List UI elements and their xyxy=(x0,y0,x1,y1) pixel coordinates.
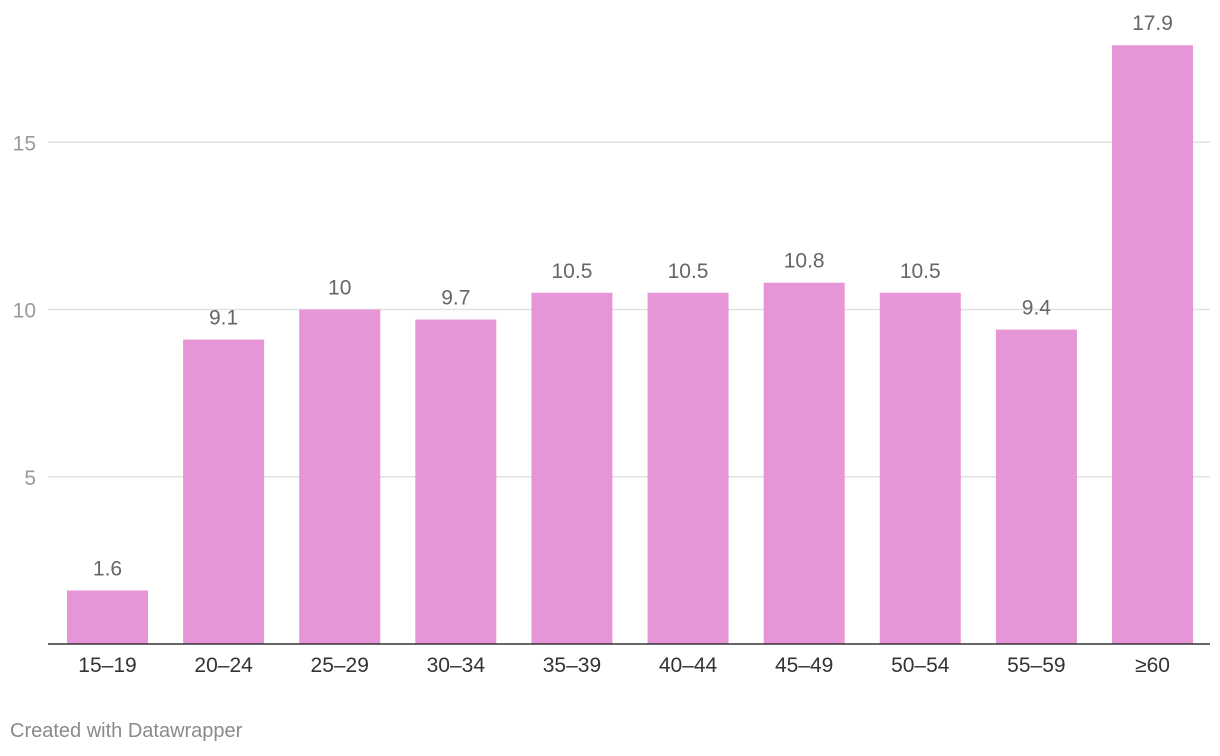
x-tick-label: 55–59 xyxy=(1007,654,1065,677)
x-tick-label: 20–24 xyxy=(194,654,253,677)
value-label: 10.8 xyxy=(784,250,825,273)
x-tick-label: 40–44 xyxy=(659,654,718,677)
value-label: 10.5 xyxy=(552,260,593,283)
bar xyxy=(183,339,265,644)
x-tick-label: ≥60 xyxy=(1135,654,1170,677)
bar xyxy=(415,319,497,644)
value-label: 9.4 xyxy=(1022,297,1052,320)
bar xyxy=(763,282,845,644)
bar xyxy=(995,329,1077,644)
value-label: 1.6 xyxy=(93,557,122,580)
x-tick-label: 30–34 xyxy=(427,654,486,677)
value-label: 10.5 xyxy=(668,260,709,283)
value-label: 10 xyxy=(328,277,351,300)
datawrapper-credit: Created with Datawrapper xyxy=(10,720,243,742)
bar xyxy=(879,292,961,644)
y-axis-ticks: 5 10 15 xyxy=(13,132,36,490)
x-tick-label: 45–49 xyxy=(775,654,833,677)
x-tick-label: 15–19 xyxy=(78,654,136,677)
x-tick-label: 25–29 xyxy=(311,654,369,677)
bar xyxy=(647,292,729,644)
bar xyxy=(299,309,381,644)
x-axis-ticks: 15–19 20–24 25–29 30–34 35–39 40–44 45–49 50–54… xyxy=(78,654,1170,677)
bar xyxy=(67,590,148,644)
bar-chart: 5 10 15 1.6 9.1 10 9.7 10.5 10.5 10.8 10.5 9.4 17.9… xyxy=(13,12,1210,677)
value-label: 9.7 xyxy=(441,287,470,310)
y-tick-label: 5 xyxy=(24,467,36,490)
value-label: 10.5 xyxy=(900,260,941,283)
x-tick-label: 35–39 xyxy=(543,654,601,677)
bar xyxy=(1112,45,1193,645)
value-labels: 1.6 9.1 10 9.7 10.5 10.5 10.8 10.5 9.4 17.9 xyxy=(93,12,1173,580)
bar xyxy=(531,292,613,644)
x-tick-label: 50–54 xyxy=(891,654,950,677)
value-label: 17.9 xyxy=(1132,12,1173,35)
bars xyxy=(67,45,1193,645)
value-label: 9.1 xyxy=(209,307,238,330)
y-tick-label: 15 xyxy=(13,132,36,155)
y-tick-label: 10 xyxy=(13,300,36,323)
